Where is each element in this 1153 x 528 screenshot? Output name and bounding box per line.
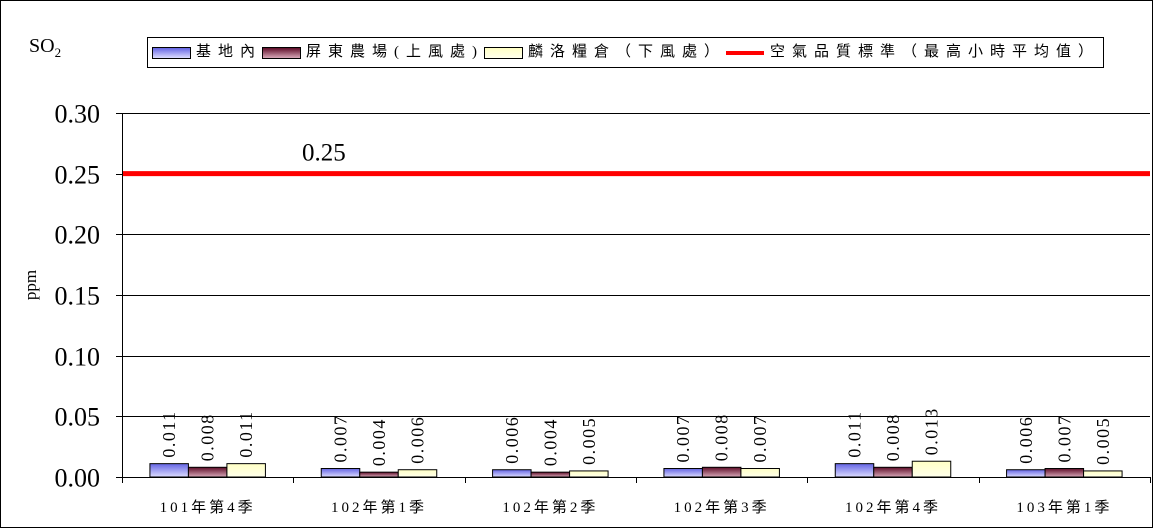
legend-label-upwind-farm: 屏東農場(上風處) xyxy=(306,44,485,60)
legend-label-site: 基地內 xyxy=(196,44,263,60)
y-tick-label: 0.05 xyxy=(55,403,101,432)
data-label-series-3: 0.005 xyxy=(1093,417,1113,465)
bar-series-2 xyxy=(187,466,228,478)
category-label: 102年第2季 xyxy=(502,498,598,516)
data-label-series-2: 0.008 xyxy=(883,413,903,461)
category-label: 103年第1季 xyxy=(1016,498,1112,516)
reference-line-label: 0.25 xyxy=(302,140,346,167)
data-label-series-3: 0.005 xyxy=(579,417,599,465)
reference-line-group: 0.25 xyxy=(122,140,1150,177)
legend-item-upwind-farm: 屏東農場(上風處) xyxy=(262,38,484,67)
data-label-series-3: 0.013 xyxy=(922,407,942,455)
data-label-series-3: 0.007 xyxy=(750,415,770,463)
bar-series-1 xyxy=(1006,469,1046,478)
y-tick-label: 0.25 xyxy=(55,161,101,190)
bar-series-2 xyxy=(1044,468,1085,478)
y-axis-ticks: 0.00 0.05 0.10 0.15 0.20 0.25 0.30 xyxy=(55,100,122,493)
data-label-series-2: 0.008 xyxy=(712,413,732,461)
axes xyxy=(116,113,1150,483)
bar-series-3 xyxy=(740,468,780,478)
category-label: 102年第4季 xyxy=(845,498,941,516)
bar-series-3 xyxy=(397,469,438,478)
chart-title-subscript: 2 xyxy=(55,45,62,60)
y-tick-label: 0.10 xyxy=(55,343,101,372)
data-label-series-3: 0.006 xyxy=(408,416,428,464)
bar-series-2 xyxy=(701,466,742,478)
y-tick-label: 0.00 xyxy=(55,464,101,493)
bar-series-1 xyxy=(149,463,189,478)
legend-item-downwind-granary: 麟洛糧倉（下風處） xyxy=(484,38,726,67)
chart-title: SO2 xyxy=(29,35,61,60)
category-label: 102年第3季 xyxy=(674,498,770,516)
y-tick-label: 0.30 xyxy=(55,100,101,129)
x-axis-ticks xyxy=(122,477,1151,483)
y-tick-label: 0.15 xyxy=(55,282,101,311)
legend-swatch-upwind-farm xyxy=(262,46,302,59)
data-label-series-1: 0.011 xyxy=(845,410,865,457)
bar-series-1 xyxy=(492,469,532,478)
bar-series-2 xyxy=(873,466,913,478)
bar-series-3 xyxy=(911,460,952,478)
y-axis-label: ppm xyxy=(21,270,40,300)
bar-series-1 xyxy=(663,468,703,478)
legend-swatch-site xyxy=(152,46,191,59)
data-label-series-1: 0.007 xyxy=(673,415,693,463)
data-label-series-1: 0.006 xyxy=(502,416,522,464)
legend-swatch-downwind-granary xyxy=(484,46,524,59)
category-labels: 101年第4季 102年第1季 102年第2季 102年第3季 102年第4季 103年第… xyxy=(160,498,1112,516)
legend-label-air-quality-standard: 空氣品質標準（最高小時平均值） xyxy=(770,44,1101,60)
bar-series-1 xyxy=(320,468,361,478)
bar-series-2 xyxy=(530,471,571,478)
legend-item-air-quality-standard: 空氣品質標準（最高小時平均值） xyxy=(726,38,1100,67)
legend-line-air-quality-standard xyxy=(726,50,765,55)
category-label: 101年第4季 xyxy=(160,498,256,516)
bar-series-3 xyxy=(569,470,609,478)
legend-label-downwind-granary: 麟洛糧倉（下風處） xyxy=(528,44,727,60)
data-label-series-1: 0.007 xyxy=(331,415,351,463)
data-labels: 0.011 0.008 0.011 0.007 0.004 0.006 0.006 0.004… xyxy=(159,407,1113,466)
data-label-series-2: 0.007 xyxy=(1054,415,1074,463)
bar-series-3 xyxy=(1083,470,1123,478)
data-label-series-1: 0.006 xyxy=(1016,416,1036,464)
data-label-series-2: 0.004 xyxy=(369,418,389,466)
legend-item-site: 基地內 xyxy=(152,38,262,67)
bar-series-1 xyxy=(834,463,875,478)
data-label-series-1: 0.011 xyxy=(159,410,179,457)
y-tick-label: 0.20 xyxy=(55,221,101,250)
chart-title-main: SO xyxy=(29,35,55,57)
data-label-series-2: 0.004 xyxy=(540,418,560,466)
bar-series-2 xyxy=(359,471,399,478)
category-label: 102年第1季 xyxy=(331,498,427,516)
legend: 基地內 屏東農場(上風處) 麟洛糧倉（下風處） 空氣品質標準（最高小時平均值） xyxy=(147,37,1105,68)
data-label-series-3: 0.011 xyxy=(236,410,256,457)
bar-series-3 xyxy=(226,463,266,478)
data-label-series-2: 0.008 xyxy=(198,413,218,461)
bars xyxy=(149,460,1123,478)
